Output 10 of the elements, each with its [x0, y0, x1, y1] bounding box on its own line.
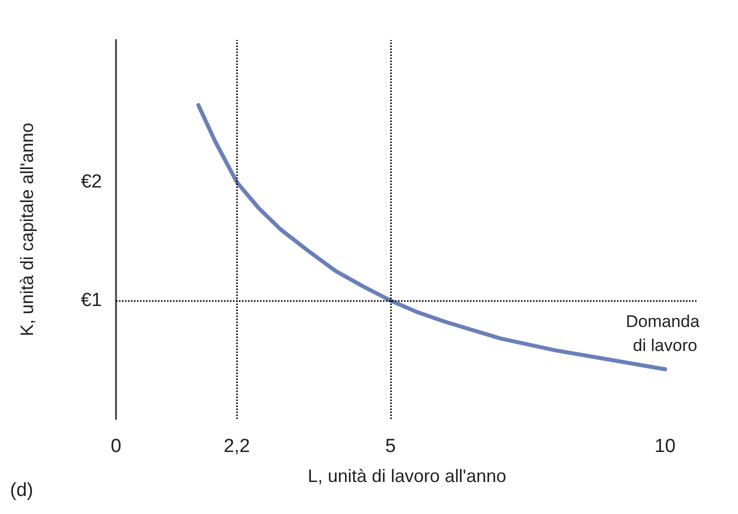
x-tick-label: 5 — [385, 436, 396, 457]
x-tick-label: 2,2 — [224, 436, 250, 457]
y-tick-label: €2 — [80, 172, 102, 193]
y-axis-title: K, unità di capitale all'anno — [17, 122, 37, 336]
x-tick-label: 0 — [110, 436, 122, 457]
x-tick-label: 10 — [654, 436, 676, 457]
y-tick-label: €1 — [80, 290, 102, 312]
annotation: Domanda di lavoro — [626, 312, 704, 355]
x-axis-title: L, unità di lavoro all'anno — [308, 466, 506, 486]
text: (d) — [10, 480, 34, 501]
